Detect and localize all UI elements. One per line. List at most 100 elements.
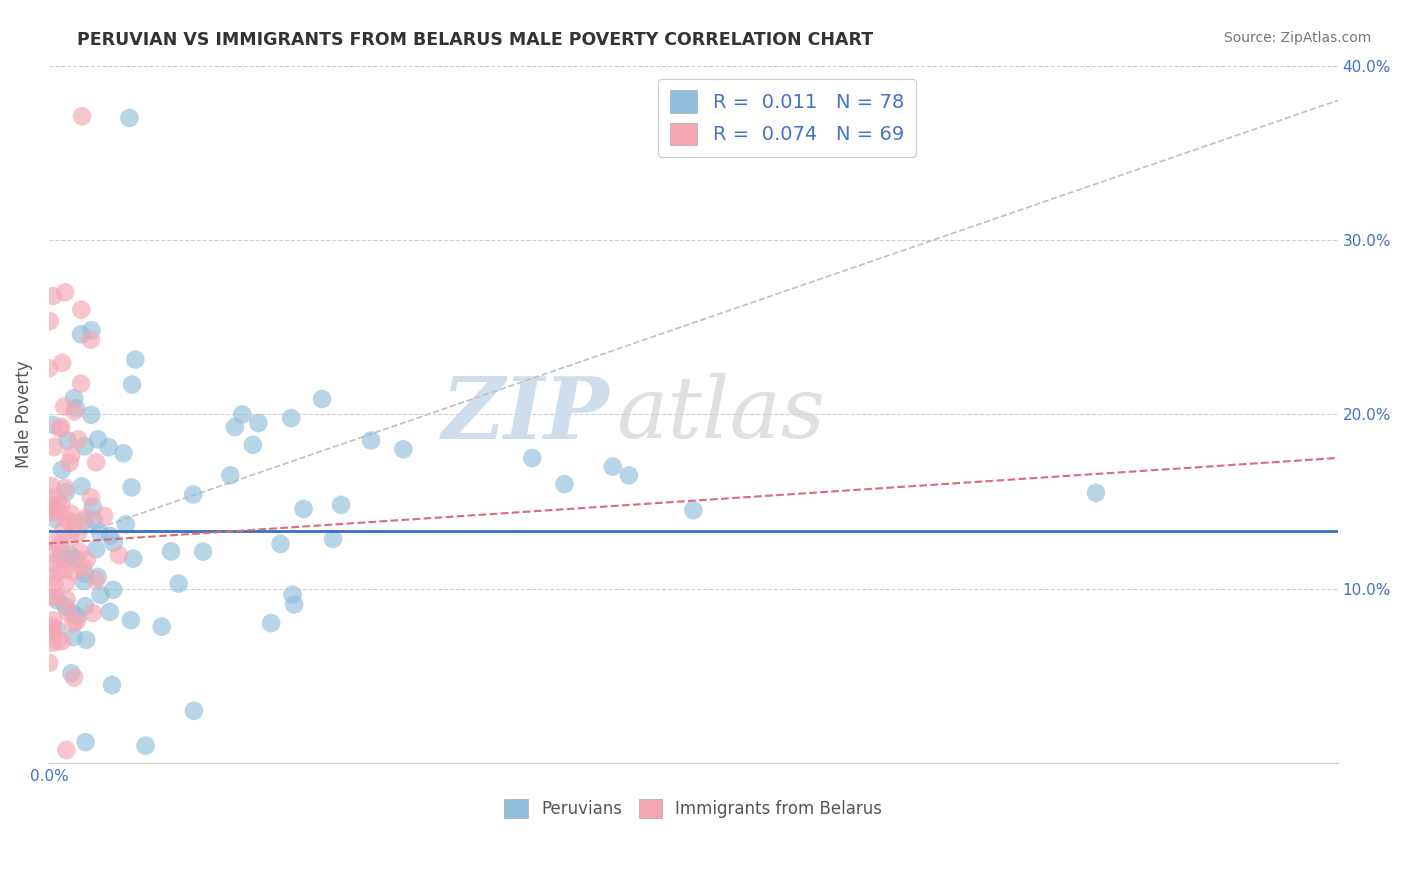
Point (183, 704, 205, 718)
Point (191, 544, 214, 558)
Point (80, 323, 103, 337)
Point (84, 542, 107, 557)
Point (41, 622, 63, 636)
Point (120, 613, 142, 627)
Point (82, 500, 104, 514)
Point (46, 497, 69, 511)
Point (42, 417, 65, 432)
Point (522, 450, 544, 465)
Point (330, 498, 353, 512)
Point (63, 515, 86, 529)
Point (219, 468, 242, 483)
Point (84, 573, 107, 587)
Point (118, 111, 141, 125)
Point (56, 434, 79, 448)
Text: Source: ZipAtlas.com: Source: ZipAtlas.com (1223, 31, 1371, 45)
Point (281, 588, 304, 602)
Point (617, 468, 640, 483)
Point (66, 609, 89, 624)
Point (602, 459, 624, 474)
Point (63, 391, 86, 405)
Point (53, 481, 76, 495)
Point (56, 592, 79, 607)
Point (46, 593, 69, 607)
Point (67, 433, 90, 447)
Point (62, 616, 84, 631)
Point (89, 524, 111, 539)
Point (53, 285, 76, 300)
Point (69, 545, 91, 559)
Point (75, 632, 97, 647)
Point (53, 563, 76, 577)
Point (75, 735, 97, 749)
Point (58, 531, 80, 545)
Point (101, 678, 124, 692)
Point (45, 590, 67, 604)
Point (62, 630, 84, 644)
Point (360, 434, 382, 448)
Point (51, 356, 73, 370)
Point (56, 605, 79, 619)
Point (62, 607, 84, 621)
Point (82, 606, 104, 620)
Point (97, 440, 120, 454)
Point (53, 400, 76, 414)
Point (103, 536, 125, 550)
Point (80, 408, 103, 422)
Point (38, 361, 60, 376)
Point (44, 535, 66, 549)
Point (260, 616, 283, 631)
Point (322, 532, 344, 546)
Point (1085, 486, 1108, 500)
Point (98, 605, 121, 619)
Point (231, 408, 253, 422)
Point (51, 463, 73, 477)
Point (42, 490, 65, 504)
Point (42, 505, 65, 519)
Point (90, 588, 112, 602)
Point (59, 549, 82, 563)
Point (70, 302, 93, 317)
Point (56, 514, 79, 528)
Text: ZIP: ZIP (441, 373, 610, 456)
Point (242, 438, 264, 452)
Point (80, 491, 103, 505)
Point (44, 440, 66, 454)
Point (51, 547, 73, 561)
Point (41, 479, 63, 493)
Point (41, 498, 63, 512)
Point (41, 590, 63, 604)
Point (38, 314, 60, 328)
Point (51, 420, 73, 434)
Point (55, 743, 77, 757)
Point (49, 422, 72, 436)
Point (65, 401, 87, 416)
Point (49, 538, 72, 552)
Point (67, 524, 90, 539)
Point (121, 480, 143, 494)
Point (392, 442, 415, 457)
Point (76, 510, 98, 524)
Point (280, 411, 302, 425)
Point (46, 634, 69, 648)
Point (114, 517, 136, 532)
Point (121, 377, 143, 392)
Point (108, 548, 131, 562)
Point (75, 599, 97, 614)
Point (553, 477, 575, 491)
Point (72, 574, 94, 588)
Point (39, 501, 62, 516)
Y-axis label: Male Poverty: Male Poverty (15, 360, 32, 468)
Point (55, 576, 77, 591)
Point (311, 392, 333, 406)
Point (87, 570, 110, 584)
Point (62, 565, 84, 579)
Point (41, 547, 63, 561)
Point (45, 623, 67, 637)
Point (48, 564, 70, 578)
Legend: Peruvians, Immigrants from Belarus: Peruvians, Immigrants from Belarus (498, 792, 889, 824)
Point (41, 635, 63, 649)
Point (83, 513, 105, 527)
Point (53, 552, 76, 566)
Point (51, 634, 73, 648)
